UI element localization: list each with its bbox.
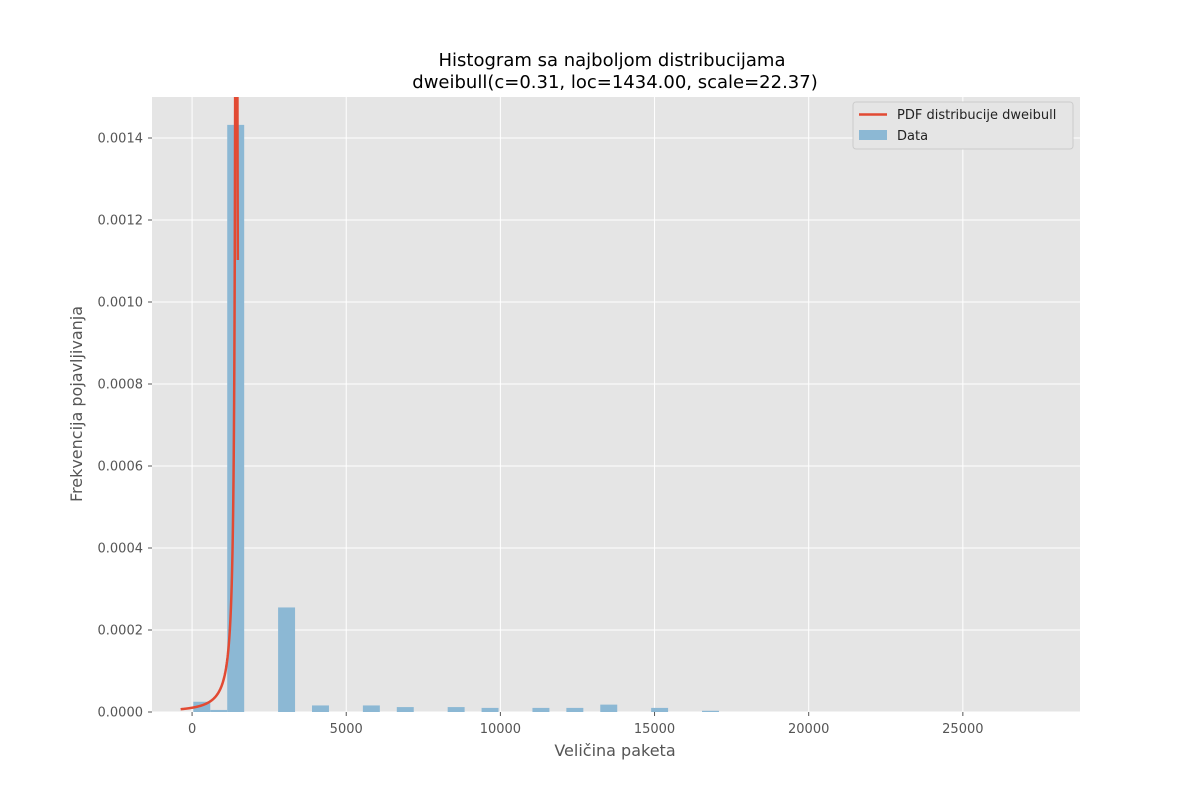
histogram-bar [210,709,228,712]
pdf-curve-layer [179,97,240,711]
chart-subtitle: dweibull(c=0.31, loc=1434.00, scale=22.3… [412,72,817,93]
x-tick-label: 20000 [788,722,829,737]
x-tick-label: 25000 [942,722,983,737]
y-axis-ticks: 0.0000 0.0002 0.0004 0.0006 0.0008 0.0010 0.00… [98,132,152,721]
x-tick-label: 15000 [634,722,675,737]
y-tick-label: 0.0006 [98,460,144,475]
histogram-bar [362,705,380,712]
legend: PDF distribucije dweibull Data [852,101,1074,150]
histogram-bar [532,707,550,712]
histogram-bar [481,707,499,712]
legend-data-label: Data [897,129,928,144]
histogram-bar [651,707,669,712]
plot-area [152,97,1080,712]
pdf-curve [179,97,240,711]
histogram-bar [193,701,211,712]
y-tick-label: 0.0012 [98,214,144,229]
y-tick-label: 0.0004 [98,542,144,557]
histogram-bar [566,707,584,712]
legend-data-patch [859,130,887,140]
y-tick-label: 0.0014 [98,132,144,147]
histogram-bar [396,707,414,712]
y-tick-label: 0.0000 [98,706,144,721]
histogram-bar [278,607,296,712]
x-tick-label: 0 [188,722,196,737]
y-tick-label: 0.0008 [98,378,144,393]
y-tick-label: 0.0002 [98,624,144,639]
x-axis-label: Veličina paketa [554,741,675,760]
y-axis-label: Frekvencija pojavljivanja [67,306,86,502]
legend-pdf-label: PDF distribucije dweibull [897,108,1056,123]
x-axis-ticks: 0 5000 10000 15000 20000 25000 [188,712,984,737]
histogram-bar [600,704,618,712]
legend-box [852,101,1074,150]
histogram-bar [702,710,719,712]
x-tick-label: 10000 [480,722,521,737]
chart-title: Histogram sa najboljom distribucijama [439,50,786,71]
x-tick-label: 5000 [330,722,363,737]
histogram-bar [312,705,329,712]
y-tick-label: 0.0010 [98,296,144,311]
histogram-bar [447,707,465,712]
